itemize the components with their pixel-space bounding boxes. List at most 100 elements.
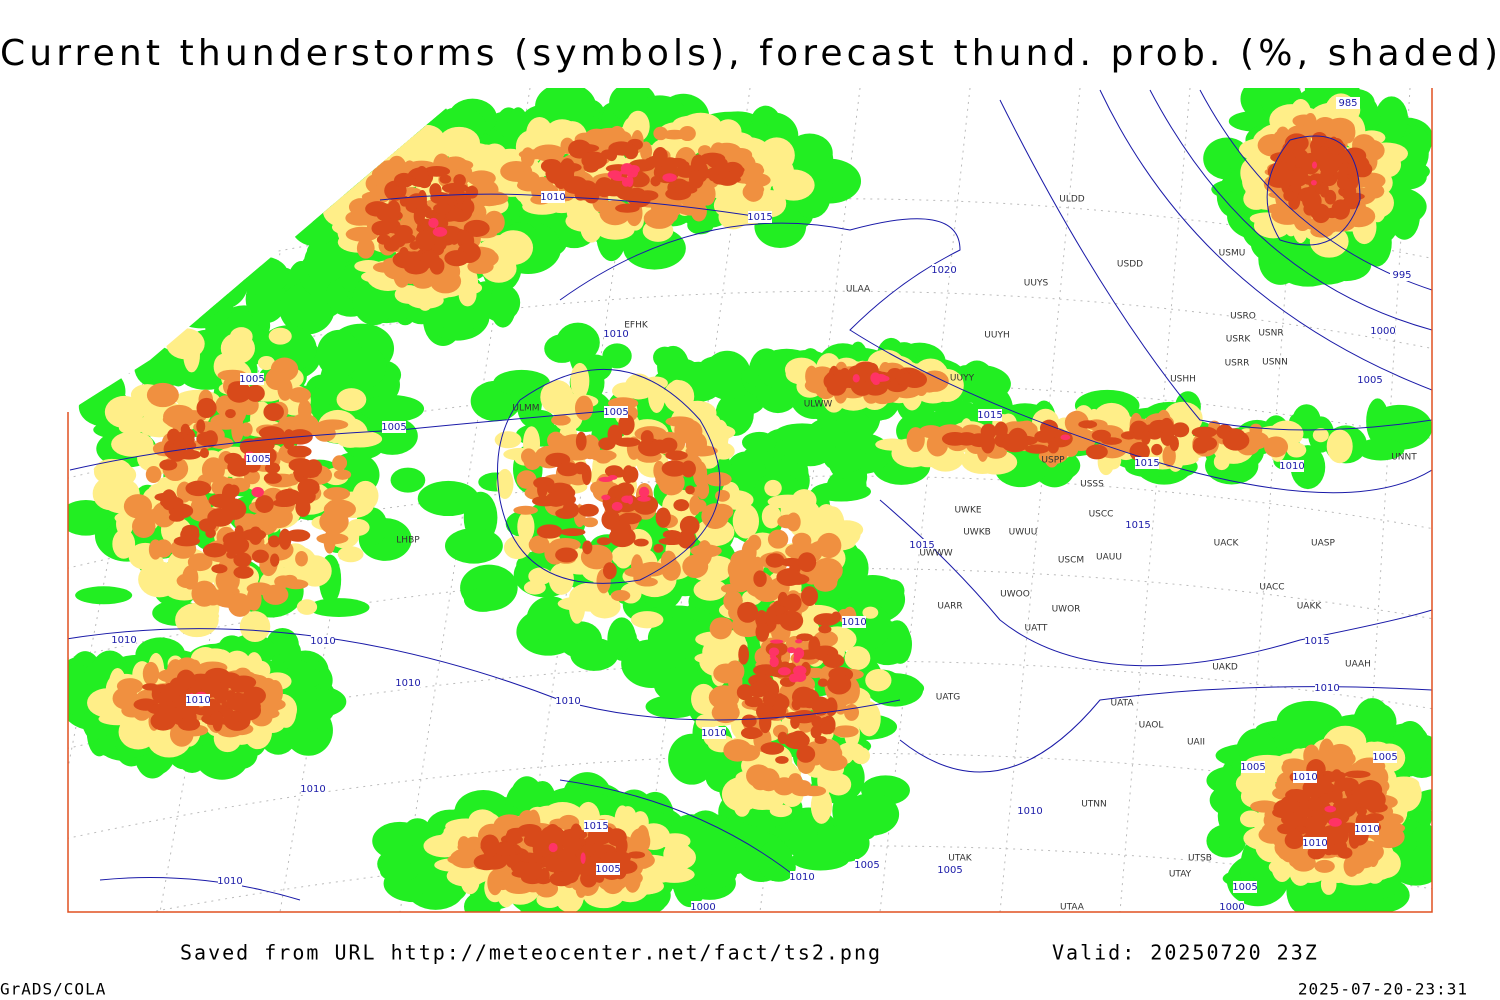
isobar-label: 1010: [555, 696, 580, 707]
thunder-prob-shade: [715, 489, 730, 502]
thunder-prob-shade: [151, 686, 162, 696]
thunder-prob-shade: [679, 125, 696, 142]
thunder-prob-shade: [787, 647, 796, 654]
station-code: USMU: [1219, 249, 1246, 259]
thunder-prob-shade: [210, 711, 224, 726]
thunder-prob-shade: [897, 375, 924, 386]
thunder-prob-shade: [255, 495, 274, 513]
isobar-label: 1010: [789, 872, 814, 883]
thunder-prob-shade: [390, 467, 426, 493]
thunder-prob-shade: [1169, 435, 1179, 452]
graticule: [1480, 88, 1500, 912]
thunder-prob-shade: [417, 480, 479, 517]
isobar-label: 1010: [1292, 772, 1317, 783]
thunder-prob-shade: [532, 495, 559, 507]
thunder-prob-shade: [559, 870, 579, 884]
thunder-prob-shade: [319, 508, 349, 535]
thunder-prob-shade: [493, 369, 550, 396]
station-code: UTNN: [1081, 800, 1107, 810]
thunder-prob-shade: [1307, 796, 1323, 811]
thunder-prob-shade: [557, 596, 595, 611]
station-code: UUYS: [1024, 279, 1049, 289]
thunder-prob-shade: [1304, 112, 1317, 132]
thunder-prob-shade: [461, 199, 475, 216]
thunder-prob-shade: [870, 372, 881, 384]
isobar-label: 1005: [381, 422, 406, 433]
thunder-prob-shade: [767, 529, 789, 549]
thunder-prob-shade: [741, 714, 757, 728]
thunder-prob-shade: [393, 172, 415, 188]
thunder-prob-shade: [773, 777, 796, 796]
thunder-prob-shade: [361, 153, 382, 166]
thunder-prob-shade: [811, 557, 843, 584]
thunder-prob-shade: [131, 514, 156, 538]
thunder-prob-shade: [791, 848, 850, 871]
thunder-prob-shade: [662, 173, 677, 182]
thunder-prob-shade: [317, 419, 349, 430]
thunder-prob-shade: [415, 230, 436, 251]
graticule: [879, 88, 971, 912]
thunder-prob-shade: [557, 462, 580, 477]
station-code: UWOO: [1000, 590, 1030, 600]
thunder-prob-shade: [433, 203, 452, 214]
thunder-prob-shade: [1310, 225, 1334, 238]
thunder-prob-shade: [655, 507, 671, 528]
thunder-prob-shade: [263, 402, 284, 422]
thunder-prob-shade: [229, 327, 253, 346]
thunder-prob-shade: [202, 542, 227, 558]
thunder-prob-shade: [659, 358, 702, 388]
station-code: UWOR: [1052, 605, 1081, 615]
thunder-prob-shade: [786, 133, 833, 173]
thunder-prob-shade: [612, 382, 639, 400]
station-code: UWUU: [1009, 528, 1038, 538]
thunder-prob-shade: [493, 843, 517, 856]
station-code: UTAY: [1169, 870, 1192, 880]
thunder-prob-shade: [231, 417, 244, 443]
thunder-prob-shade: [746, 764, 772, 788]
thunder-prob-shade: [608, 141, 635, 156]
thunder-prob-shade: [457, 836, 470, 852]
thunder-prob-shade: [1025, 444, 1050, 454]
thunder-prob-shade: [741, 431, 777, 453]
thunder-prob-shade: [570, 362, 590, 399]
thunder-prob-shade: [747, 534, 762, 551]
thunder-prob-shade: [660, 437, 678, 453]
thunder-prob-shade: [578, 192, 593, 201]
thunder-prob-shade: [1281, 812, 1303, 827]
isobar-label: 1000: [1370, 326, 1395, 337]
thunder-prob-shade: [75, 586, 133, 605]
thunder-prob-shade: [777, 731, 788, 744]
thunder-prob-shade: [235, 344, 251, 357]
thunder-prob-shade: [523, 861, 542, 880]
station-code: UWKE: [954, 506, 981, 516]
thunder-prob-shade: [415, 166, 429, 185]
thunder-prob-shade: [225, 408, 236, 419]
thunder-prob-shade: [613, 173, 622, 181]
station-code: ULDD: [1059, 195, 1085, 205]
thunder-prob-shade: [755, 622, 770, 642]
thunder-prob-shade: [304, 240, 347, 284]
thunder-prob-shade: [791, 709, 817, 724]
thunder-prob-shade: [738, 644, 749, 665]
thunder-prob-shade: [1193, 435, 1218, 451]
isobar-label: 1010: [111, 635, 136, 646]
station-code: USHH: [1170, 375, 1196, 385]
thunder-prob-shade: [673, 499, 690, 512]
thunder-prob-shade: [762, 691, 776, 708]
thunder-prob-shade: [753, 570, 767, 588]
thunder-prob-shade: [1284, 831, 1305, 850]
thunder-prob-shade: [1120, 431, 1137, 440]
station-code: UAII: [1187, 738, 1205, 748]
isobar-label: 1010: [1354, 824, 1379, 835]
thunder-prob-shade: [709, 617, 733, 640]
isobar-label: 1015: [977, 410, 1002, 421]
thunder-prob-shade: [661, 460, 688, 477]
thunder-prob-shade: [173, 437, 187, 455]
thunder-prob-shade: [169, 283, 234, 329]
thunder-prob-shade: [785, 426, 836, 467]
thunder-prob-shade: [630, 611, 664, 629]
thunder-prob-shade: [636, 577, 658, 587]
thunder-prob-shade: [222, 532, 245, 547]
thunder-prob-shade: [865, 669, 892, 692]
thunder-prob-shade: [831, 611, 842, 623]
